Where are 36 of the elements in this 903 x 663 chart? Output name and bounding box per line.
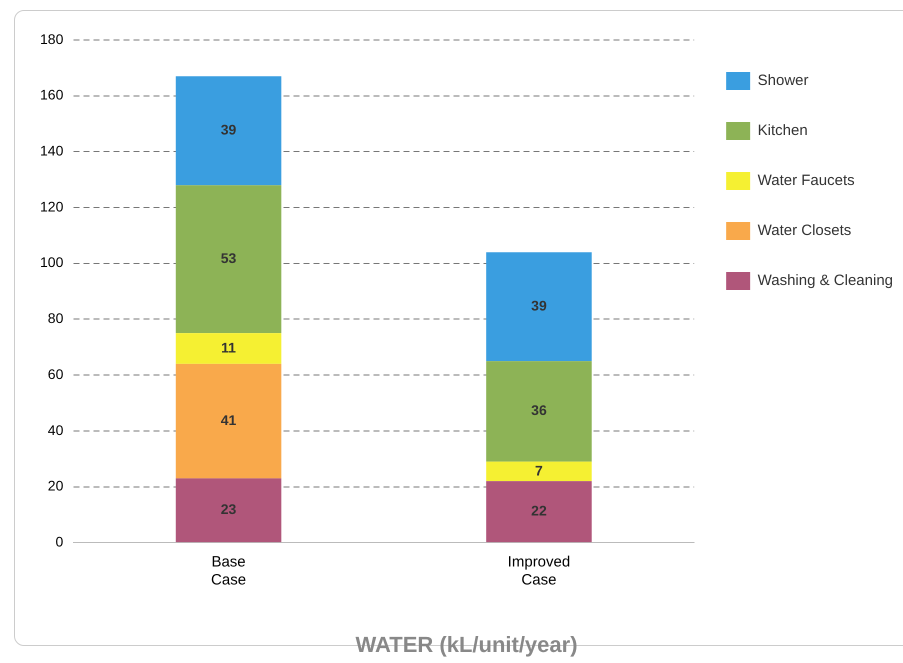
- text: WATER (kL/unit/year): [355, 632, 578, 657]
- y-tick-label: 40: [48, 422, 64, 438]
- legend-label: Water Faucets: [758, 172, 855, 190]
- bar: [176, 333, 282, 364]
- legend-label: Shower: [758, 72, 809, 90]
- legend-label: Kitchen: [758, 122, 808, 140]
- data-label: 36: [531, 402, 547, 418]
- data-label: 7: [535, 462, 544, 478]
- y-tick-label: 120: [40, 198, 64, 214]
- x-tick-label: Base Case: [211, 554, 246, 589]
- y-tick-label: 0: [56, 533, 64, 550]
- bar: [486, 252, 592, 362]
- data-label: 22: [531, 502, 547, 518]
- y-tick-label: 140: [40, 142, 64, 159]
- bar: [486, 481, 592, 542]
- data-label: 53: [220, 250, 237, 266]
- data-label: 39: [531, 298, 547, 314]
- bar: [486, 361, 592, 462]
- bar: [176, 185, 282, 334]
- data-label: 39: [220, 122, 237, 138]
- x-tick-label: Improved Case: [508, 554, 570, 589]
- bar: [176, 478, 282, 542]
- y-tick-label: 160: [40, 86, 64, 103]
- data-label: 11: [221, 339, 236, 356]
- bar: [176, 364, 282, 478]
- y-tick-label: 180: [40, 30, 64, 47]
- legend-label: Water Closets: [758, 222, 852, 240]
- data-label: 41: [220, 412, 237, 428]
- bar: [176, 76, 282, 186]
- y-tick-label: 20: [48, 478, 64, 494]
- y-tick-label: 100: [40, 254, 64, 270]
- y-tick-label: 80: [48, 310, 64, 326]
- bar: [486, 462, 592, 482]
- legend-label: Washing & Cleaning: [758, 272, 894, 290]
- y-tick-label: 60: [48, 366, 64, 382]
- data-label: 23: [220, 501, 237, 518]
